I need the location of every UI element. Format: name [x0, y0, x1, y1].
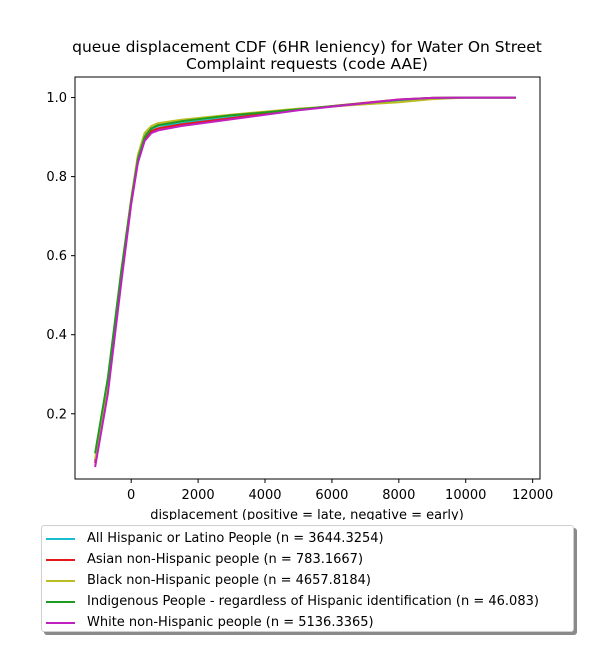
x-tick-label: 6000 — [315, 488, 348, 503]
legend-swatch — [46, 621, 75, 624]
chart-title-line-1: queue displacement CDF (6HR leniency) fo… — [72, 38, 542, 56]
legend-item-2: Black non-Hispanic people (n = 4657.8184… — [46, 570, 573, 591]
y-tick-label: 0.8 — [46, 170, 67, 185]
x-tick-label: 0 — [127, 488, 135, 503]
series-line-4 — [94, 96, 516, 468]
legend-swatch — [46, 579, 75, 582]
legend-swatch — [46, 537, 75, 540]
x-tick-label: 12000 — [512, 488, 553, 503]
legend-item-1: Asian non-Hispanic people (n = 783.1667) — [46, 549, 573, 570]
x-tick-label: 4000 — [248, 488, 281, 503]
legend: All Hispanic or Latino People (n = 3644.… — [41, 525, 574, 632]
legend-label: Black non-Hispanic people (n = 4657.8184… — [87, 573, 371, 588]
x-axis-label: displacement (positive = late, negative … — [150, 508, 464, 520]
cdf-chart: queue displacement CDF (6HR leniency) fo… — [46, 38, 553, 520]
legend-item-3: Indigenous People - regardless of Hispan… — [46, 591, 573, 612]
legend-item-4: White non-Hispanic people (n = 5136.3365… — [46, 612, 573, 633]
y-tick-label: 0.6 — [46, 249, 67, 264]
legend-label: White non-Hispanic people (n = 5136.3365… — [87, 615, 374, 630]
series-line-2 — [94, 96, 516, 460]
series-line-0 — [94, 96, 516, 462]
y-tick-label: 0.2 — [46, 407, 67, 422]
series-line-3 — [94, 96, 516, 454]
legend-item-0: All Hispanic or Latino People (n = 3644.… — [46, 528, 573, 549]
plot-lines — [94, 96, 516, 468]
legend-label: Asian non-Hispanic people (n = 783.1667) — [87, 552, 364, 567]
legend-swatch — [46, 600, 75, 603]
legend-swatch — [46, 558, 75, 561]
y-axis-ticks: 0.2 0.4 0.6 0.8 1.0 — [46, 91, 75, 422]
legend-label: All Hispanic or Latino People (n = 3644.… — [87, 531, 384, 546]
y-tick-label: 0.4 — [46, 328, 67, 343]
x-axis-ticks: 0 2000 4000 6000 8000 10000 12000 — [127, 479, 553, 503]
x-tick-label: 8000 — [382, 488, 415, 503]
x-tick-label: 2000 — [182, 488, 215, 503]
series-line-1 — [94, 96, 516, 464]
chart-title-line-2: Complaint requests (code AAE) — [186, 55, 428, 73]
legend-label: Indigenous People - regardless of Hispan… — [87, 594, 539, 609]
y-tick-label: 1.0 — [46, 91, 67, 106]
x-tick-label: 10000 — [445, 488, 486, 503]
plot-frame — [74, 76, 541, 480]
